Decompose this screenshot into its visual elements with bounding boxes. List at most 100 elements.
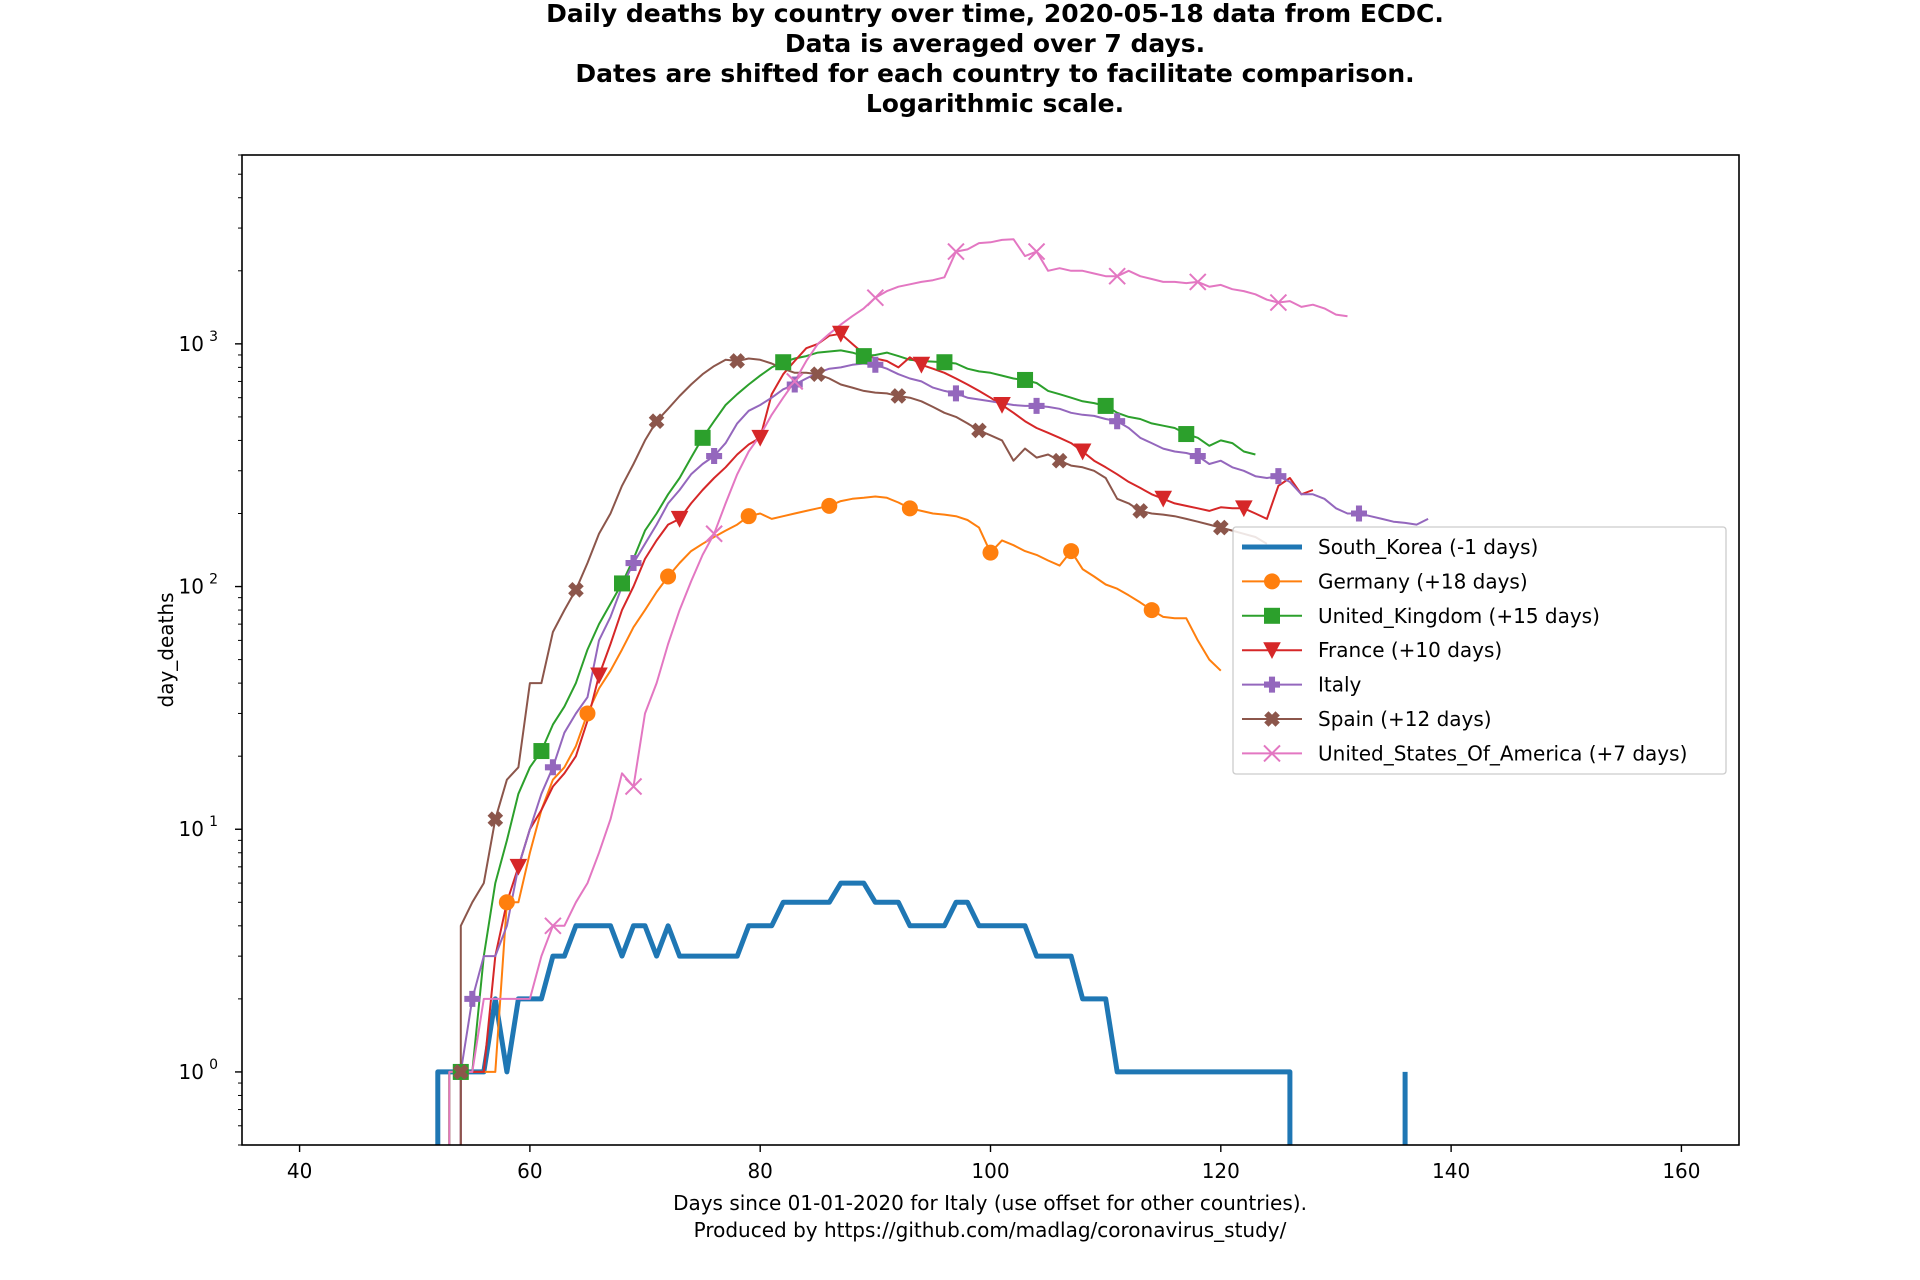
x-tick-label-1: 60 [517, 1159, 542, 1183]
series-layer [435, 238, 1429, 1145]
series-3-point-4 [832, 325, 850, 343]
series-4-point-1 [544, 759, 561, 776]
series-2-point-9 [1178, 426, 1195, 443]
series-4-point-11 [1350, 505, 1367, 522]
marker-layer [452, 242, 1367, 1080]
legend-label-6: United_States_Of_America (+7 days) [1318, 741, 1687, 765]
title-line-2: Data is averaged over 7 days. [785, 29, 1205, 58]
series-2-point-1 [533, 743, 550, 760]
y-tick-exponent-0: 0 [209, 1057, 218, 1073]
series-5-point-6 [890, 388, 907, 404]
series-6-point-5 [947, 242, 965, 261]
series-line-3 [459, 332, 1314, 1145]
series-3-point-0 [509, 858, 528, 876]
series-4-point-7 [1028, 397, 1045, 414]
legend-box [1232, 526, 1727, 775]
series-1-point-9 [1143, 602, 1160, 619]
legend-label-0: South_Korea (-1 days) [1318, 535, 1538, 559]
series-line-5 [459, 357, 1268, 1145]
series-3-point-9 [1235, 500, 1253, 518]
series-2-point-6 [936, 354, 953, 371]
series-5-point-2 [568, 581, 584, 598]
y-tick-label-0: 10 [179, 1060, 204, 1084]
legend-label-4: Italy [1318, 673, 1362, 697]
series-2-point-7 [1017, 371, 1034, 388]
title-line-3: Dates are shifted for each country to fa… [575, 59, 1414, 88]
series-3-point-8 [1154, 490, 1173, 508]
series-2-point-2 [614, 575, 631, 592]
series-1-point-1 [498, 894, 515, 911]
series-1-point-4 [740, 508, 757, 525]
series-4-point-0 [464, 990, 481, 1007]
series-1-point-2 [579, 705, 596, 722]
series-4-point-9 [1189, 448, 1206, 465]
legend-label-3: France (+10 days) [1318, 638, 1502, 662]
series-1-point-5 [821, 497, 838, 514]
legend-marker-4 [1264, 676, 1280, 693]
x-axis-label-line-2: Produced by https://github.com/madlag/co… [694, 1218, 1287, 1242]
series-5-point-7 [971, 422, 987, 439]
series-4-point-3 [706, 448, 723, 465]
x-axis: 40 60 80 100 120 140 160 [287, 1145, 1701, 1183]
x-tick-label-2: 80 [747, 1159, 772, 1183]
series-6-point-4 [866, 288, 885, 307]
series-3-point-1 [590, 667, 608, 685]
series-6-point-0 [544, 917, 562, 935]
series-line-1 [448, 495, 1222, 1145]
series-line-6 [448, 238, 1348, 1145]
title-line-4: Logarithmic scale. [866, 89, 1124, 118]
legend-entry-2: United_Kingdom (+15 days) [1242, 604, 1600, 628]
series-6-point-8 [1189, 273, 1207, 291]
x-tick-label-0: 40 [287, 1159, 312, 1183]
y-tick-exponent-2: 2 [209, 572, 218, 588]
legend-entry-0: South_Korea (-1 days) [1242, 535, 1538, 559]
x-tick-label-4: 120 [1202, 1159, 1240, 1183]
series-4-point-6 [947, 385, 964, 402]
x-tick-label-6: 160 [1662, 1159, 1700, 1183]
series-2-point-5 [855, 348, 872, 365]
legend-marker-3 [1263, 642, 1281, 659]
y-tick-label-2: 10 [179, 575, 204, 599]
series-5-point-3 [648, 413, 665, 430]
y-tick-exponent-3: 3 [209, 329, 218, 345]
legend-marker-2 [1264, 607, 1280, 624]
series-3-point-6 [993, 396, 1011, 414]
series-6-point-1 [624, 777, 643, 796]
x-axis-label-line-1: Days since 01-01-2020 for Italy (use off… [673, 1191, 1307, 1215]
series-5-point-4 [729, 353, 745, 369]
y-tick-label-3: 10 [179, 332, 204, 356]
series-1-point-7 [982, 544, 999, 561]
series-6-point-2 [705, 525, 723, 543]
series-5-point-1 [487, 811, 504, 828]
series-5-point-0 [452, 1064, 469, 1080]
series-3-point-5 [912, 356, 931, 374]
legend-entry-3: France (+10 days) [1242, 638, 1502, 662]
legend-entry-5: Spain (+12 days) [1242, 707, 1492, 731]
series-2-point-8 [1097, 397, 1114, 414]
x-tick-label-5: 140 [1432, 1159, 1470, 1183]
series-4-point-4 [786, 376, 803, 393]
series-5-point-10 [1213, 519, 1229, 536]
series-line-0 [435, 880, 1408, 1145]
series-6-point-3 [786, 372, 804, 391]
legend-marker-5 [1264, 711, 1280, 727]
series-5-point-9 [1132, 503, 1149, 519]
legend-marker-6 [1263, 744, 1281, 763]
y-axis: 10 0 10 1 10 2 10 3 [179, 154, 242, 1146]
series-4-point-8 [1109, 413, 1126, 430]
series-5-point-8 [1051, 452, 1068, 469]
series-3-point-2 [670, 510, 689, 528]
series-2-point-4 [775, 354, 792, 371]
y-axis-label: day_deaths [154, 593, 178, 708]
series-5-point-5 [809, 366, 826, 382]
series-3-point-3 [751, 429, 769, 447]
legend-marker-1 [1264, 573, 1280, 590]
series-1-point-8 [1063, 543, 1080, 560]
series-line-4 [459, 362, 1429, 1145]
legend-label-2: United_Kingdom (+15 days) [1318, 604, 1600, 628]
series-3-point-7 [1073, 443, 1092, 461]
series-6-point-7 [1108, 267, 1126, 285]
title-line-1: Daily deaths by country over time, 2020-… [546, 0, 1444, 28]
legend-label-1: Germany (+18 days) [1318, 569, 1528, 593]
y-tick-exponent-1: 1 [209, 814, 218, 830]
